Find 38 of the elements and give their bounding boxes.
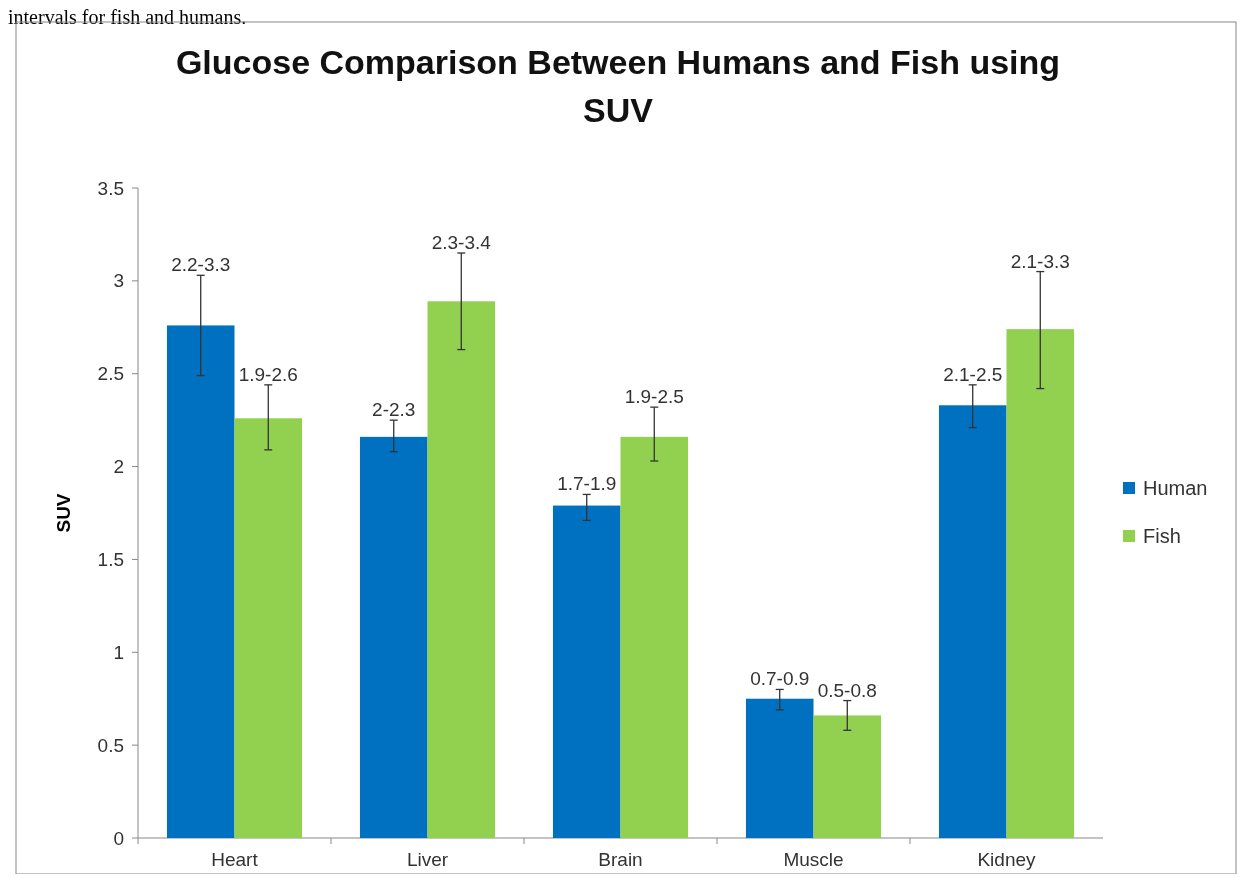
data-label: 2.1-2.5 <box>943 363 1003 385</box>
text: intervals for fish and humans. <box>8 6 247 29</box>
legend-label: Fish <box>1143 525 1181 547</box>
data-label: 2.2-3.3 <box>171 254 231 276</box>
y-tick-label: 3 <box>113 270 124 292</box>
data-label: 2.3-3.4 <box>431 232 492 253</box>
bar <box>938 405 1007 838</box>
bar <box>813 715 882 838</box>
data-label: 1.9-2.5 <box>624 386 684 408</box>
legend-label: Human <box>1143 477 1208 499</box>
x-tick-label: Liver <box>406 849 449 870</box>
y-tick-label: 1.5 <box>97 548 124 570</box>
data-label: 0.7-0.9 <box>750 668 810 690</box>
data-label: 2.1-3.3 <box>1010 250 1070 272</box>
data-label: 1.7-1.9 <box>557 473 617 495</box>
x-tick-label: Heart <box>211 849 259 870</box>
y-tick-label: 0.5 <box>97 734 124 756</box>
data-label: 1.9-2.6 <box>238 363 298 385</box>
data-label: 2-2.3 <box>372 399 416 421</box>
y-tick-label: 2 <box>113 456 124 478</box>
bar <box>745 698 814 838</box>
x-tick-label: Muscle <box>783 849 844 870</box>
chart-title: Glucose Comparison Between Humans and Fish using SUV <box>174 42 1062 131</box>
y-axis-title: SUV <box>53 493 74 533</box>
x-tick-label: Brain <box>598 849 643 870</box>
y-tick-label: 0 <box>113 827 124 849</box>
bar <box>427 301 496 838</box>
bar <box>166 325 235 838</box>
bar <box>552 505 621 838</box>
y-tick-label: 1 <box>113 641 124 663</box>
bar <box>1006 329 1075 838</box>
x-tick-label: Kidney <box>977 849 1037 870</box>
bar <box>234 418 303 838</box>
y-tick-label: 3.5 <box>97 177 124 199</box>
bar <box>359 436 428 838</box>
y-tick-label: 2.5 <box>97 363 124 385</box>
bar <box>620 436 689 838</box>
data-label: 0.5-0.8 <box>817 679 877 701</box>
